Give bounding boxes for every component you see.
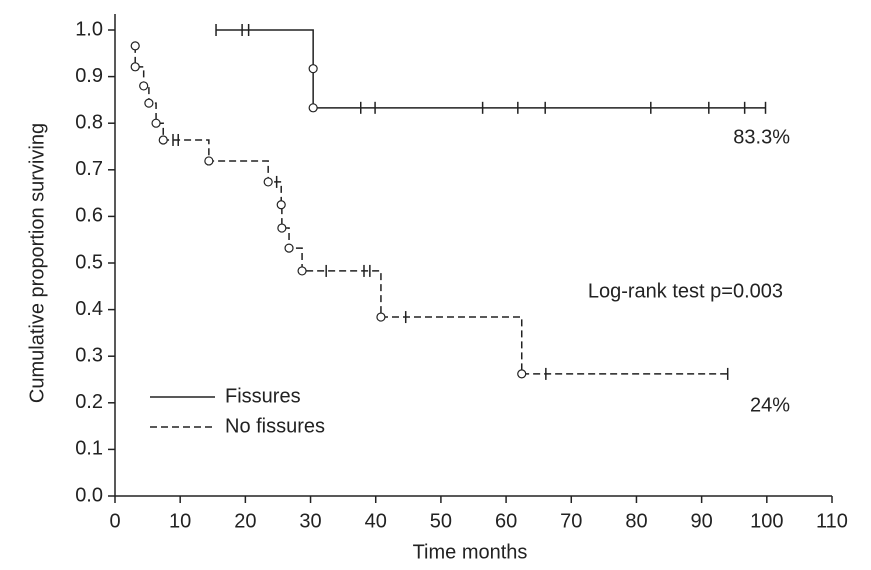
event-marker <box>276 200 286 210</box>
event-marker <box>297 266 307 276</box>
annotation: 83.3% <box>733 126 790 148</box>
x-tick-label: 0 <box>109 510 120 532</box>
x-tick-label: 90 <box>691 510 713 532</box>
x-tick-label: 60 <box>495 510 517 532</box>
x-axis-title: Time months <box>413 541 528 563</box>
survival-curve <box>216 29 766 109</box>
y-axis-title: Cumulative proportion surviving <box>26 123 48 403</box>
event-marker <box>158 135 168 145</box>
y-tick-label: 1.0 <box>75 18 103 40</box>
annotation: Log-rank test p=0.003 <box>588 280 783 302</box>
x-tick-label: 70 <box>560 510 582 532</box>
y-tick-label: 0.4 <box>75 298 103 320</box>
event-marker <box>130 62 140 72</box>
y-tick-label: 0.7 <box>75 158 103 180</box>
event-marker <box>204 156 214 166</box>
event-marker <box>308 103 318 113</box>
event-marker <box>139 81 149 91</box>
event-marker <box>263 177 273 187</box>
y-tick-label: 0.8 <box>75 111 103 133</box>
event-marker <box>277 223 287 233</box>
x-tick-label: 40 <box>365 510 387 532</box>
event-marker <box>376 312 386 322</box>
x-tick-label: 30 <box>299 510 321 532</box>
event-marker <box>284 243 294 253</box>
y-tick-label: 0.6 <box>75 205 103 227</box>
x-tick-label: 50 <box>430 510 452 532</box>
x-tick-label: 80 <box>625 510 647 532</box>
y-tick-label: 0.3 <box>75 344 103 366</box>
survival-curve <box>134 45 728 375</box>
y-tick-label: 0.1 <box>75 438 103 460</box>
event-marker <box>144 98 154 108</box>
event-marker <box>151 118 161 128</box>
y-tick-label: 0.9 <box>75 65 103 87</box>
event-marker <box>130 41 140 51</box>
legend-label: No fissures <box>225 415 325 437</box>
x-tick-label: 100 <box>750 510 783 532</box>
legend-label: Fissures <box>225 385 301 407</box>
y-tick-label: 0.5 <box>75 251 103 273</box>
y-tick-label: 0.2 <box>75 391 103 413</box>
event-marker <box>517 369 527 379</box>
x-tick-label: 20 <box>234 510 256 532</box>
y-tick-label: 0.0 <box>75 484 103 506</box>
x-tick-label: 10 <box>169 510 191 532</box>
x-tick-label: 110 <box>816 510 848 532</box>
annotation: 24% <box>750 394 790 416</box>
event-marker <box>308 64 318 74</box>
